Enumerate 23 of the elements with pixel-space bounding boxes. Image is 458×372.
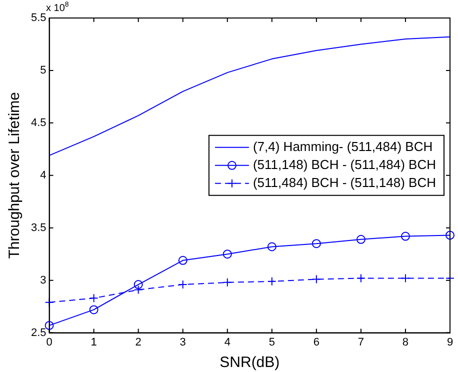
text: x 10$^{8}$	[46, 2, 69, 14]
x-axis-title: SNR(dB)	[220, 354, 280, 372]
y-axis-title: Throughput over Lifetime	[6, 92, 24, 259]
x-tick-label: 1	[90, 336, 97, 348]
x-tick-label: 8	[402, 336, 409, 348]
x-tick-label: 2	[135, 336, 142, 348]
y-tick-label: 5.5	[30, 12, 46, 24]
y-tick-label: 3.5	[30, 222, 46, 234]
x-tick-label: 0	[46, 336, 52, 348]
x-tick-label: 3	[180, 336, 186, 348]
x-tick-label: 7	[358, 336, 364, 348]
y-tick-label: 2.5	[30, 326, 46, 339]
y-tick-label: 3	[40, 274, 46, 286]
x-tick-label: 5	[268, 336, 275, 348]
y-tick-label: 5	[40, 64, 46, 76]
legend-label: (511,148) BCH - (511,484) BCH	[252, 156, 436, 172]
x-tick-label: 6	[313, 336, 320, 348]
x-tick-label: 9	[446, 336, 454, 348]
legend-label: (7,4) Hamming- (511,484) BCH	[252, 138, 433, 154]
x-tick-label: 4	[224, 336, 230, 348]
y-tick-label: 4.5	[30, 116, 46, 129]
legend-label: (511,484) BCH - (511,148) BCH	[252, 174, 436, 190]
y-tick-label: 4	[40, 169, 46, 182]
